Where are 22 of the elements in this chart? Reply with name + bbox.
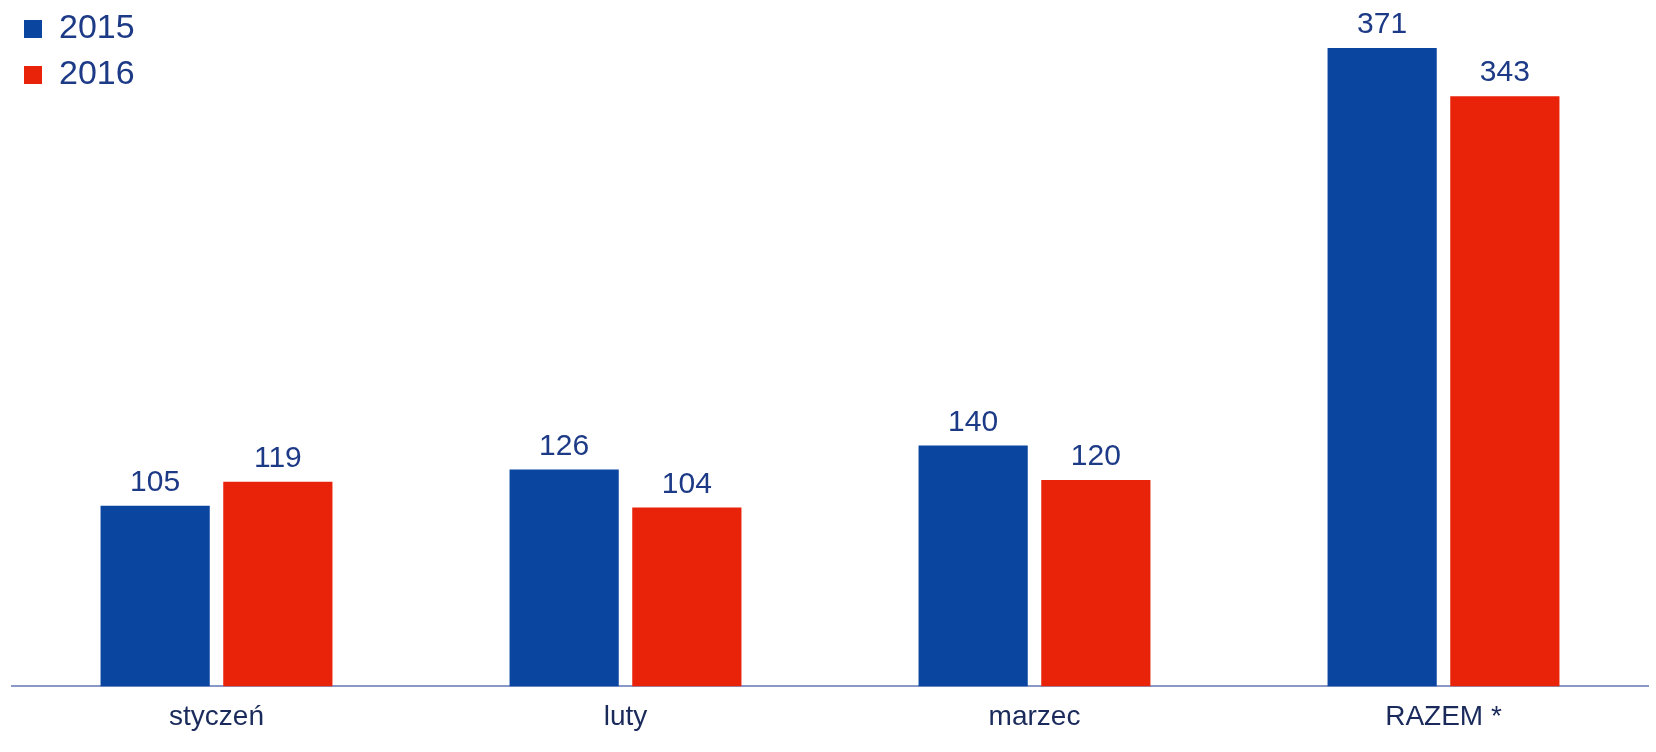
- bar: [1041, 479, 1151, 687]
- data-label: 105: [130, 463, 181, 497]
- bar: [918, 445, 1028, 687]
- bar: [632, 507, 742, 687]
- x-tick-label: marzec: [988, 699, 1081, 731]
- data-label: 120: [1070, 438, 1121, 472]
- bar: [1327, 48, 1437, 687]
- legend-label: 2016: [59, 53, 135, 92]
- bar: [509, 469, 619, 687]
- data-label: 140: [948, 403, 999, 437]
- x-tick-label: styczeń: [169, 699, 264, 731]
- data-label: 343: [1479, 54, 1530, 88]
- x-tick-label: RAZEM *: [1385, 699, 1502, 731]
- data-label: 119: [253, 439, 302, 473]
- data-label: 371: [1357, 6, 1408, 40]
- bar: [223, 481, 333, 687]
- data-label: 126: [539, 427, 590, 461]
- legend-label: 2015: [59, 7, 135, 46]
- data-label: 104: [661, 465, 712, 499]
- bar: [100, 505, 210, 687]
- x-tick-label: luty: [603, 699, 648, 731]
- bar: [1450, 96, 1560, 687]
